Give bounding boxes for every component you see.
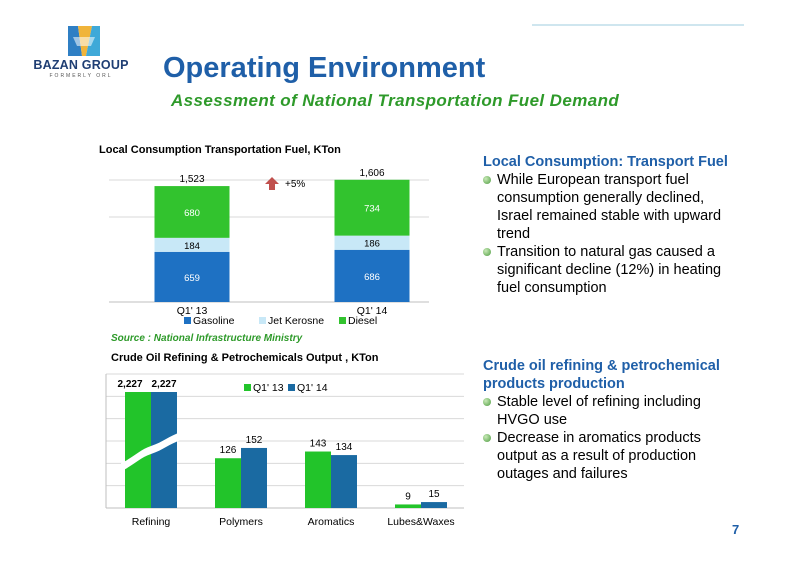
x-tick-label: Q1' 14 xyxy=(357,305,388,317)
data-label: 734 xyxy=(364,204,380,215)
x-tick-label: Refining xyxy=(132,516,171,528)
data-label: 680 xyxy=(184,208,200,219)
data-label: 686 xyxy=(364,272,380,283)
x-tick-label: Aromatics xyxy=(308,516,355,528)
bar-q113 xyxy=(305,451,331,508)
total-label: 1,606 xyxy=(359,168,384,179)
legend-swatch xyxy=(244,384,251,391)
data-label: 143 xyxy=(310,439,327,450)
bar-q114 xyxy=(331,455,357,508)
data-label: 659 xyxy=(184,273,200,284)
bullet-text: Transition to natural gas caused a signi… xyxy=(497,244,722,296)
chart1-title: Local Consumption Transportation Fuel, K… xyxy=(99,144,341,156)
page-subtitle: Assessment of National Transportation Fu… xyxy=(171,91,620,110)
bullet-icon xyxy=(483,398,491,406)
panel-heading: Crude oil refining & petrochemical produ… xyxy=(483,358,720,392)
bar-q114 xyxy=(421,502,447,508)
panel-heading: Local Consumption: Transport Fuel xyxy=(483,154,728,170)
bullet-icon xyxy=(483,248,491,256)
bullet-text: Decrease in aromatics products output as… xyxy=(497,430,701,482)
bullet-text: Stable level of refining including HVGO … xyxy=(497,394,701,428)
bar-q113 xyxy=(395,504,421,508)
bar-segment-diesel xyxy=(154,186,230,238)
panel-local-consumption: Local Consumption: Transport Fuel While … xyxy=(483,153,733,297)
x-tick-label: Lubes&Waxes xyxy=(387,516,454,528)
source-note: Source : National Infrastructure Ministr… xyxy=(111,333,303,344)
up-arrow-icon xyxy=(265,177,279,190)
data-label: 126 xyxy=(220,445,237,456)
bullet-icon xyxy=(483,176,491,184)
data-label: 15 xyxy=(428,489,440,500)
bullet-item: Transition to natural gas caused a signi… xyxy=(483,243,733,297)
logo-subtitle: FORMERLY ORL xyxy=(49,73,113,79)
logo-mark-icon xyxy=(68,26,100,56)
legend-swatch xyxy=(288,384,295,391)
bar-segment-diesel xyxy=(334,179,410,236)
data-label: 9 xyxy=(405,491,411,502)
bullet-item: While European transport fuel consumptio… xyxy=(483,171,733,243)
bullet-text: While European transport fuel consumptio… xyxy=(497,172,722,242)
bar-segment-jet-kerosne xyxy=(154,237,230,252)
legend-swatch xyxy=(184,317,191,324)
logo-name: BAZAN GROUP xyxy=(33,58,129,72)
growth-annotation: +5% xyxy=(285,179,305,190)
chart1-stacked-bar: 659 184 680 1,523 Q1' 13 686 186 734 1,606 Q1' 14… xyxy=(109,168,429,327)
page-number: 7 xyxy=(732,522,740,537)
x-tick-label: Polymers xyxy=(219,516,263,528)
bullet-item: Stable level of refining including HVGO … xyxy=(483,393,733,429)
legend-label: Diesel xyxy=(348,315,377,327)
chart2-grouped-bar: 2,227 2,227 Refining 126 152 Polymers 143 134 Ar… xyxy=(105,373,464,528)
bar-q114 xyxy=(241,447,267,508)
legend-label: Gasoline xyxy=(193,315,235,327)
bullet-item: Decrease in aromatics products output as… xyxy=(483,429,733,483)
bar-segment-gasoline xyxy=(334,249,410,302)
data-label: 134 xyxy=(336,442,353,453)
data-label: 184 xyxy=(184,241,200,252)
page-title: Operating Environment xyxy=(163,52,486,84)
legend-label: Q1' 13 xyxy=(253,382,284,394)
bar-segment-jet-kerosne xyxy=(334,235,410,250)
panel-refining: Crude oil refining & petrochemical produ… xyxy=(483,357,733,483)
axis-break-mark xyxy=(121,432,181,471)
legend-label: Q1' 14 xyxy=(297,382,328,394)
legend-label: Jet Kerosne xyxy=(268,315,324,327)
chart2-title: Crude Oil Refining & Petrochemicals Outp… xyxy=(111,352,379,364)
bullet-icon xyxy=(483,434,491,442)
company-logo: BAZAN GROUP FORMERLY ORL xyxy=(16,22,146,82)
x-tick-label: Q1' 13 xyxy=(177,305,208,317)
bar-q113 xyxy=(215,458,241,508)
data-label: 2,227 xyxy=(117,379,142,390)
data-label: 2,227 xyxy=(151,379,176,390)
legend-swatch xyxy=(259,317,266,324)
data-label: 152 xyxy=(246,435,263,446)
bar-segment-gasoline xyxy=(154,251,230,302)
data-label: 186 xyxy=(364,239,380,250)
legend-swatch xyxy=(339,317,346,324)
header-rule xyxy=(532,24,744,26)
total-label: 1,523 xyxy=(179,174,204,185)
